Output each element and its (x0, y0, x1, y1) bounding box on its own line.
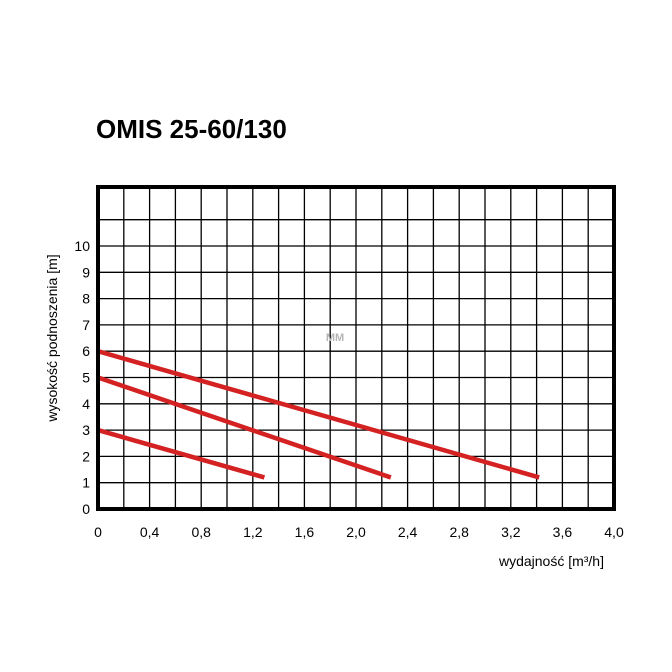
x-tick-label: 1,6 (295, 524, 315, 540)
y-tick-label: 4 (82, 396, 90, 412)
x-tick-label: 0,8 (191, 524, 211, 540)
y-tick-label: 6 (82, 343, 90, 359)
watermark: MM (326, 332, 344, 344)
y-tick-label: 9 (82, 264, 90, 280)
y-tick-label: 0 (82, 501, 90, 517)
series-lines (97, 349, 540, 480)
y-tick-label: 5 (82, 370, 90, 386)
x-tick-label: 3,2 (501, 524, 521, 540)
y-axis-title: wysokość podnoszenia [m] (44, 254, 60, 422)
x-tick-label: 2,0 (346, 524, 366, 540)
x-tick-label: 2,8 (449, 524, 469, 540)
x-tick-label: 4,0 (604, 524, 624, 540)
y-tick-labels: 0 1 2 3 4 5 6 7 8 9 10 (74, 238, 90, 517)
x-tick-label: 3,6 (553, 524, 573, 540)
grid (98, 187, 614, 509)
y-tick-label: 8 (82, 291, 90, 307)
series-line-1 (97, 427, 266, 480)
x-axis-title: wydajność [m³/h] (498, 553, 604, 569)
x-tick-label: 0,4 (140, 524, 160, 540)
x-tick-labels: 0 0,4 0,8 1,2 1,6 2,0 2,4 2,8 3,2 3,6 4,0 (94, 524, 624, 540)
y-tick-label: 1 (82, 475, 90, 491)
x-tick-label: 2,4 (398, 524, 418, 540)
y-tick-label: 10 (74, 238, 90, 254)
series-line-3 (97, 349, 540, 480)
y-tick-label: 3 (82, 422, 90, 438)
chart-title: OMIS 25-60/130 (96, 114, 287, 144)
x-tick-label: 1,2 (243, 524, 263, 540)
y-tick-label: 2 (82, 448, 90, 464)
plot-frame (96, 185, 616, 511)
series-line-2 (97, 375, 392, 480)
x-tick-label: 0 (94, 524, 102, 540)
y-tick-label: 7 (82, 317, 90, 333)
